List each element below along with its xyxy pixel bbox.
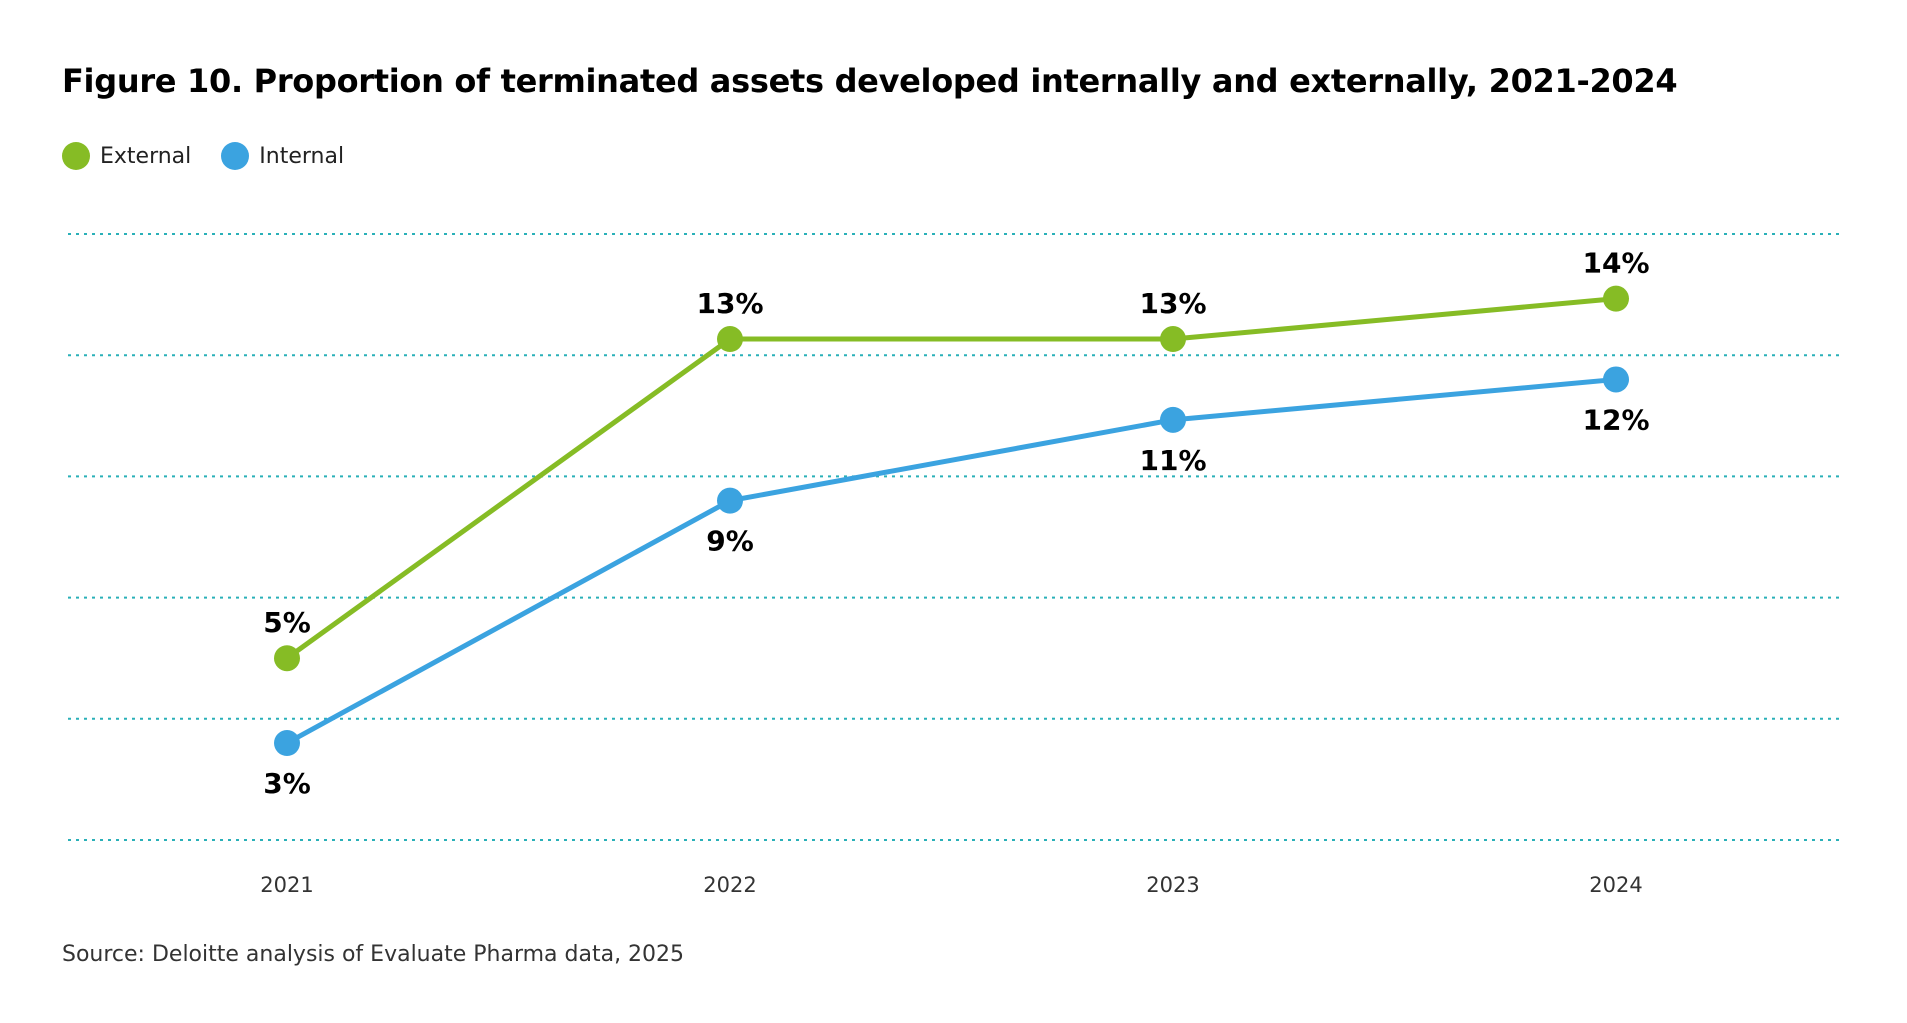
series-line-internal — [285, 376, 1617, 746]
data-label-internal-2021: 3% — [263, 767, 311, 800]
legend-item-internal: Internal — [221, 142, 344, 170]
x-tick-label-2021: 2021 — [260, 873, 313, 897]
data-label-internal-2024: 12% — [1582, 403, 1649, 436]
series-line-external — [285, 296, 1617, 661]
chart-title: Figure 10. Proportion of terminated asse… — [62, 62, 1678, 100]
data-label-internal-2023: 11% — [1139, 444, 1206, 477]
data-label-external-2023: 13% — [1139, 287, 1206, 320]
chart-legend: External Internal — [62, 142, 374, 170]
data-point-external-2024 — [1603, 285, 1629, 312]
data-point-external-2022 — [717, 326, 743, 353]
data-point-internal-2024 — [1603, 366, 1629, 393]
data-point-external-2023 — [1160, 326, 1186, 353]
legend-item-external: External — [62, 142, 191, 170]
legend-label-internal: Internal — [259, 143, 345, 169]
data-point-internal-2021 — [274, 730, 300, 757]
data-label-external-2024: 14% — [1582, 247, 1649, 280]
data-label-external-2022: 13% — [696, 287, 763, 320]
data-point-internal-2022 — [717, 487, 743, 514]
x-tick-label-2024: 2024 — [1589, 873, 1642, 897]
data-label-internal-2022: 9% — [706, 525, 754, 558]
x-tick-label-2023: 2023 — [1146, 873, 1199, 897]
data-label-external-2021: 5% — [263, 606, 311, 639]
legend-label-external: External — [100, 143, 192, 169]
legend-swatch-external — [62, 142, 90, 170]
data-point-external-2021 — [274, 645, 300, 672]
x-tick-label-2022: 2022 — [703, 873, 756, 897]
source-note: Source: Deloitte analysis of Evaluate Ph… — [62, 942, 685, 967]
legend-swatch-internal — [221, 142, 250, 170]
data-point-internal-2023 — [1160, 406, 1186, 433]
